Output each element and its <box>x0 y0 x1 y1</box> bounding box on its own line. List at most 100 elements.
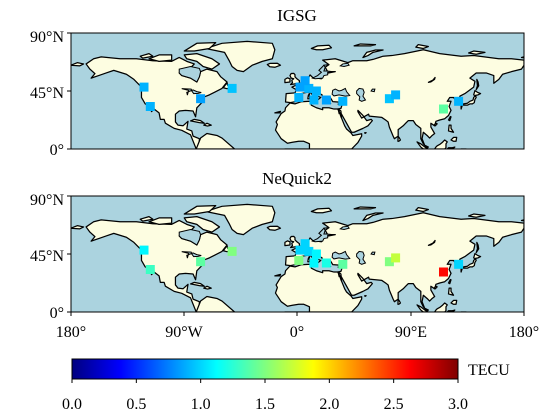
panel-title-igsg: IGSG <box>277 6 317 25</box>
landmass-ellesmere <box>184 43 215 51</box>
colorbar-tick-label: 1.5 <box>255 396 275 413</box>
lat-tick-label: 45°N <box>30 248 64 265</box>
landmass-severnaya <box>416 208 429 212</box>
lon-tick-label: 0° <box>290 324 304 341</box>
lat-tick-marks <box>67 32 71 313</box>
lat-tick-label: 0° <box>50 142 64 159</box>
lat-tick-label: 90°N <box>30 192 64 209</box>
landmass-franz-josef <box>354 44 375 46</box>
lon-tick-label: 90°E <box>395 324 427 341</box>
map-panel-igsg <box>70 32 525 150</box>
station-marker <box>145 102 155 111</box>
landmass-greenland <box>206 204 275 234</box>
stations-layer <box>139 239 464 277</box>
landmass-victoria <box>149 55 172 61</box>
landmass-mindanao <box>451 137 457 141</box>
landmass-chukotka-alaska <box>71 226 84 229</box>
landmass-sumatra <box>417 142 428 149</box>
landmass-cuba <box>191 282 205 286</box>
water-baltic <box>313 228 333 242</box>
landmass-new-siberian <box>469 51 485 54</box>
landmass-hainan <box>434 286 437 289</box>
station-marker <box>338 96 348 106</box>
landmass-borneo <box>435 140 448 149</box>
station-marker <box>309 258 319 268</box>
water-baikal <box>428 240 435 245</box>
station-marker <box>304 246 314 256</box>
station-marker <box>300 76 310 86</box>
landmass-novaya-zemlya <box>363 213 383 220</box>
landmass-sakhalin <box>476 242 479 252</box>
landmass-svalbard <box>311 208 331 213</box>
landmass-baffin <box>184 217 219 232</box>
station-marker <box>227 83 237 93</box>
landmass-corsica <box>308 94 309 96</box>
colorbar-tick-label: 3.0 <box>448 396 468 413</box>
station-marker <box>454 96 464 106</box>
land-masses <box>71 41 524 149</box>
landmass-sumatra <box>417 305 428 312</box>
station-marker <box>384 257 394 267</box>
station-marker <box>338 259 348 269</box>
colorbar-ticks: 0.0 0.5 1.0 1.5 2.0 2.5 3.0 <box>62 379 468 413</box>
colorbar-label: TECU <box>468 362 510 379</box>
landmass-philippines-luzon <box>448 125 453 132</box>
station-marker <box>300 239 310 249</box>
landmass-hokkaido <box>474 91 481 96</box>
lat-tick-label: 90°N <box>30 29 64 46</box>
landmass-new-siberian <box>469 214 485 217</box>
lat-tick-label: 0° <box>50 305 64 322</box>
station-marker <box>294 92 304 102</box>
water-great-lakes <box>182 252 202 258</box>
landmass-sakhalin <box>476 79 479 89</box>
landmass-svalbard <box>311 45 331 50</box>
station-marker <box>311 86 321 96</box>
stations-layer <box>139 76 464 114</box>
station-marker <box>227 246 237 256</box>
water-hudson-bay <box>179 230 200 245</box>
landmass-japan-honshu <box>461 96 476 110</box>
water-black-sea <box>332 251 350 259</box>
landmass-philippines-luzon <box>448 288 453 295</box>
landmass-victoria <box>149 218 172 224</box>
landmass-great-britain <box>290 236 299 247</box>
water-gulf-bothnia-fix <box>324 65 329 68</box>
landmass-chukotka-alaska <box>71 63 84 66</box>
landmass-madeira-canary <box>275 274 281 276</box>
colorbar-tick-label: 0.5 <box>126 396 146 413</box>
landmass-banks <box>140 217 153 222</box>
station-marker <box>196 94 206 104</box>
landmass-hispaniola <box>204 123 212 126</box>
water-caspian <box>357 88 366 101</box>
station-marker <box>196 257 206 267</box>
landmass-madeira-canary <box>275 111 281 113</box>
station-marker <box>321 95 331 105</box>
land-masses <box>71 204 524 312</box>
landmass-ireland <box>285 78 290 83</box>
landmass-iceland <box>267 226 280 230</box>
map-panel-nequick2 <box>70 195 525 313</box>
landmass-borneo <box>435 303 448 312</box>
station-marker <box>304 83 314 93</box>
station-marker <box>145 265 155 274</box>
water-black-sea <box>332 88 350 96</box>
colorbar: TECU 0.0 0.5 1.0 1.5 2.0 2.5 3.0 <box>62 358 510 413</box>
landmass-hispaniola <box>204 286 212 289</box>
lat-tick-label: 45°N <box>30 85 64 102</box>
landmass-socotra <box>365 296 367 297</box>
lon-tick-label: 180° <box>56 324 86 341</box>
landmass-greenland <box>206 41 275 71</box>
lon-tick-label: 180° <box>509 324 539 341</box>
landmass-severnaya <box>416 45 429 49</box>
station-marker <box>309 95 319 105</box>
landmass-mindanao <box>451 300 457 304</box>
colorbar-tick-label: 2.5 <box>384 396 404 413</box>
water-red-sea-gulf <box>338 274 340 277</box>
colorbar-tick-label: 0.0 <box>62 396 82 413</box>
station-marker <box>139 82 149 92</box>
water-baikal <box>428 77 435 82</box>
station-marker <box>295 245 305 255</box>
water-great-lakes <box>182 89 202 95</box>
landmass-south-america <box>196 297 234 312</box>
water-baltic <box>313 65 333 79</box>
